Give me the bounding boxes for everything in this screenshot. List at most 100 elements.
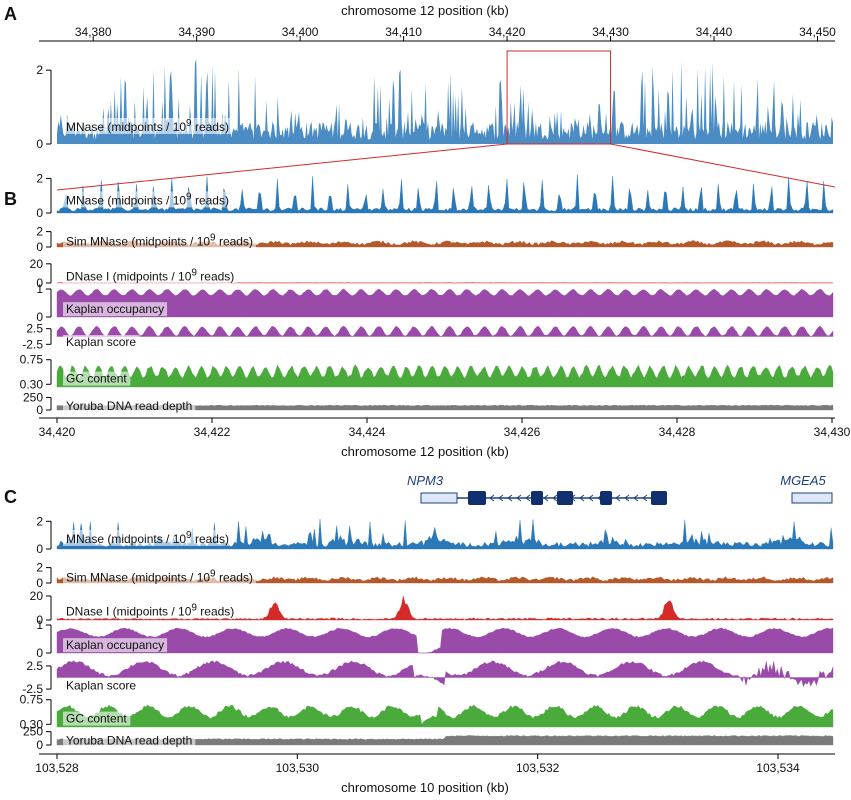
y-tick-label: -2.5 [22, 682, 43, 696]
y-tick-label: 0 [36, 542, 43, 556]
strand-arrow [525, 494, 531, 502]
track-label-sup: 9 [186, 191, 192, 202]
label-background [63, 568, 256, 585]
signal-area [56, 288, 834, 318]
track: 0.30 0.75 GC content [20, 693, 834, 731]
label-background [63, 191, 232, 208]
signal-area [56, 174, 834, 214]
label-background [63, 118, 232, 134]
panel-letter: A [4, 4, 17, 24]
gene-utr [420, 492, 458, 504]
track-label: GC content [66, 712, 127, 726]
x-tick-label: 103,528 [35, 761, 79, 775]
track-label: MNase (midpoints / 109 reads) [66, 191, 229, 207]
track-label-tail: reads) [192, 532, 229, 546]
track-label-tail: reads) [216, 570, 253, 584]
track: 02 Sim MNase (midpoints / 109 reads) [36, 225, 834, 254]
track: 0 2 MNase (midpoints / 109 reads) [36, 59, 833, 151]
y-tick-label: 250 [23, 391, 43, 405]
zoom-line-right [610, 143, 836, 188]
strand-arrow [507, 494, 513, 502]
gene-name: NPM3 [407, 473, 444, 488]
track: -2.5 2.5 Kaplan score [22, 659, 834, 696]
y-tick-label: 2 [36, 63, 43, 77]
y-tick-label: -2.5 [22, 337, 43, 351]
x-tick-label: 34,410 [385, 25, 422, 39]
track-label-tail: reads) [216, 234, 253, 248]
track-label-main: Yoruba DNA read depth [66, 399, 192, 413]
track-label-main: Kaplan score [66, 335, 136, 349]
signal-area [56, 660, 834, 688]
track-label-sup: 9 [210, 568, 216, 579]
strand-arrow [579, 494, 585, 502]
strand-arrow [633, 494, 639, 502]
signal-area [56, 364, 834, 388]
y-tick-label: 0.30 [20, 377, 44, 391]
y-tick-label: 2 [36, 225, 43, 239]
y-tick-label: 0 [36, 403, 43, 417]
signal-area [56, 595, 834, 621]
x-tick-label: 34,424 [349, 425, 386, 439]
x-axis-label: chromosome 10 position (kb) [341, 780, 509, 795]
track-label-main: Yoruba DNA read depth [66, 734, 192, 748]
track-label: Kaplan occupancy [66, 638, 164, 652]
label-background [63, 602, 238, 619]
label-background [63, 711, 131, 726]
label-background [63, 733, 196, 748]
panel-B: B 34,420 34,422 34,424 34,426 34,428 34,430 chr… [4, 171, 851, 459]
track: 0 2 MNase (midpoints / 109 reads) [36, 171, 834, 220]
x-tick-label: 103,534 [756, 761, 800, 775]
gene-exon [531, 491, 543, 505]
y-tick-label: 1 [36, 282, 43, 296]
track-label: MNase (midpoints / 109 reads) [66, 118, 229, 134]
y-tick-label: 2 [36, 171, 43, 185]
y-tick-label: 0 [36, 738, 43, 752]
track-label: Kaplan occupancy [66, 302, 164, 316]
x-tick-label: 34,422 [194, 425, 231, 439]
y-tick-label: 1 [36, 618, 43, 632]
track: 0 20 DNase I (midpoints / 109 reads) [30, 589, 834, 627]
x-tick-label: 34,440 [696, 25, 733, 39]
gene-NPM3: NPM3 [407, 473, 667, 505]
track-label-main: GC content [66, 712, 127, 726]
x-tick-label: 34,426 [504, 425, 541, 439]
strand-arrow [552, 494, 558, 502]
y-tick-label: 0 [36, 646, 43, 660]
label-background [63, 232, 256, 249]
track-label-main: MNase (midpoints / 10 [66, 120, 186, 134]
signal-area [56, 325, 834, 337]
track-label: DNase I (midpoints / 109 reads) [66, 267, 234, 283]
x-tick-label: 34,380 [75, 25, 112, 39]
strand-arrow [543, 494, 549, 502]
label-background [63, 678, 140, 693]
x-tick-label: 34,400 [282, 25, 319, 39]
strand-arrow [498, 494, 504, 502]
label-background [63, 638, 168, 653]
strand-arrow [489, 494, 495, 502]
y-tick-label: 0 [36, 137, 43, 151]
y-tick-label: 2 [36, 561, 43, 575]
x-tick-label: 34,420 [39, 425, 76, 439]
gene-exon [557, 491, 573, 505]
y-tick-label: 0 [36, 206, 43, 220]
y-tick-label: 250 [23, 725, 43, 739]
track-label: Sim MNase (midpoints / 109 reads) [66, 232, 253, 248]
y-tick-label: 0 [36, 310, 43, 324]
gene-exon [600, 491, 612, 505]
track-label-main: Kaplan score [66, 679, 136, 693]
panel-letter: B [4, 189, 17, 209]
track-label: Yoruba DNA read depth [66, 734, 192, 748]
track-label-tail: reads) [192, 193, 229, 207]
track-label-main: Sim MNase (midpoints / 10 [66, 570, 210, 584]
strand-arrow [624, 494, 630, 502]
track: 0 1 Kaplan occupancy [36, 618, 834, 660]
track: 0.30 0.75 GC content [20, 353, 834, 391]
strand-arrow [642, 494, 648, 502]
track-label-main: MNase (midpoints / 10 [66, 193, 186, 207]
track-label: Sim MNase (midpoints / 109 reads) [66, 568, 253, 584]
track-label-main: MNase (midpoints / 10 [66, 532, 186, 546]
x-tick-label: 34,420 [489, 25, 526, 39]
gene-utr [791, 492, 833, 504]
